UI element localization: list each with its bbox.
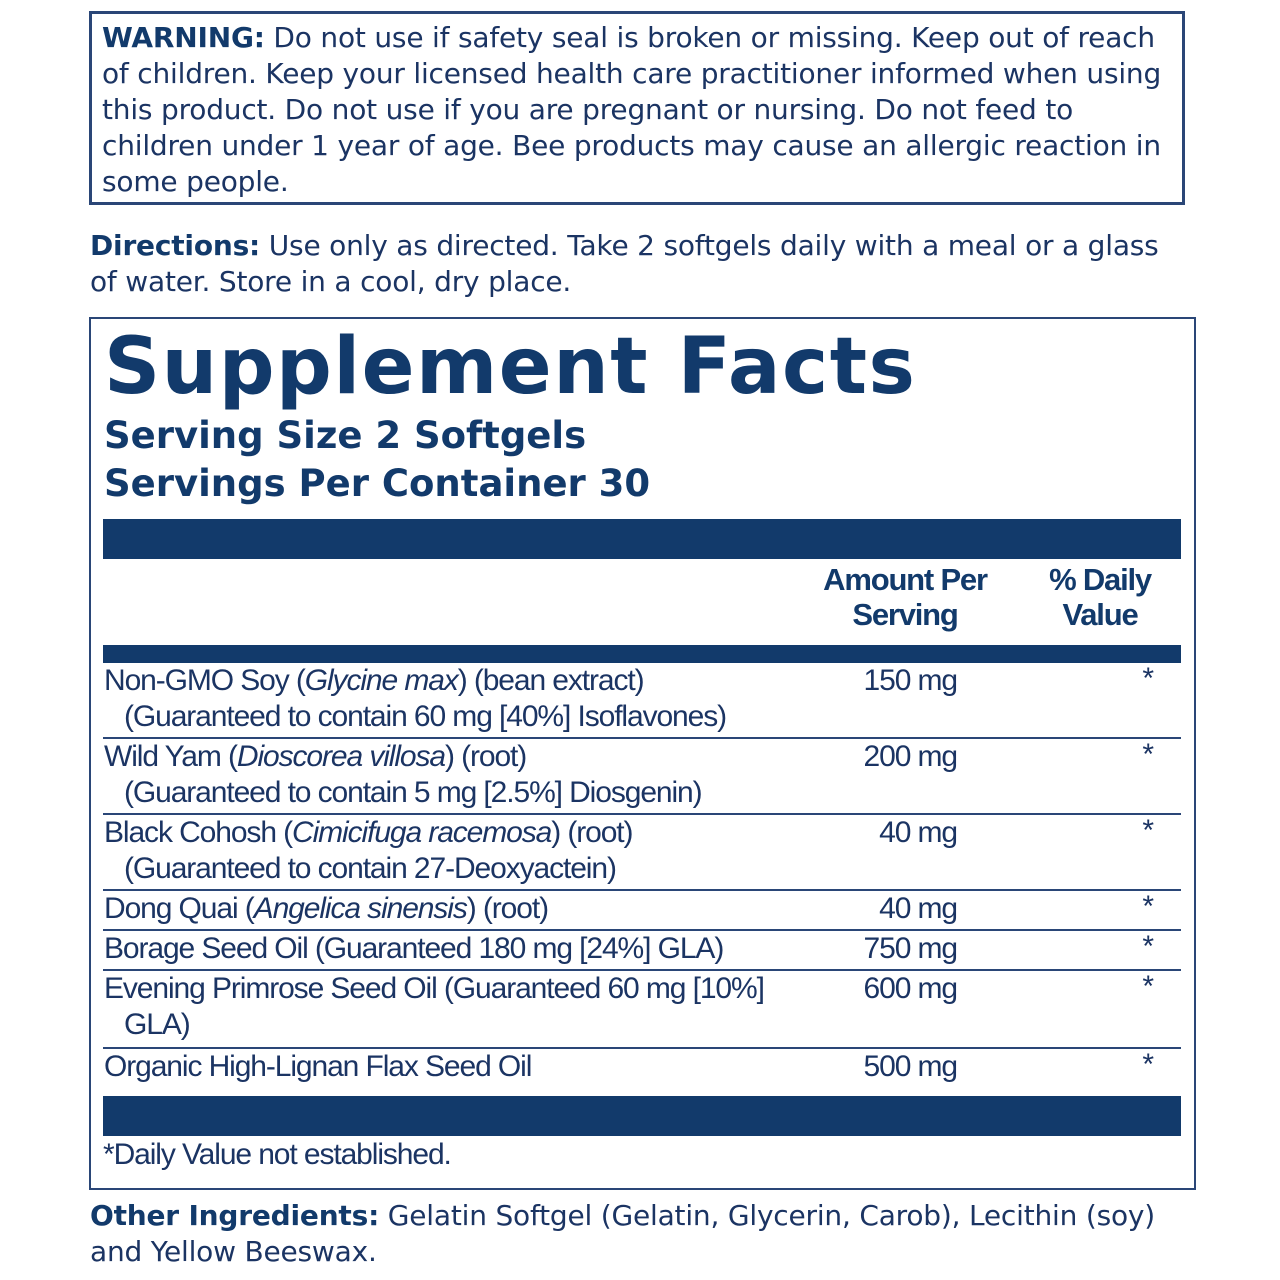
footnote: *Daily Value not established. xyxy=(103,1138,452,1171)
supplement-facts-panel xyxy=(89,317,1196,1190)
directions: Directions: Use only as directed. Take 2… xyxy=(90,228,1190,300)
servings-per-container: Servings Per Container 30 xyxy=(104,462,651,505)
other-ingredients-text: Gelatin Softgel (Gelatin, Glycerin, Caro… xyxy=(90,1199,1155,1268)
warning-box: WARNING: Do not use if safety seal is br… xyxy=(89,11,1185,205)
ingredient-amount: 200 mg xyxy=(863,740,959,773)
ingredient-note: (Guaranteed to contain 27-Deoxyactein) xyxy=(124,852,617,885)
ingredient-daily-value: * xyxy=(1142,890,1154,923)
divider-bar-medium xyxy=(103,645,1181,663)
column-header-amount: Amount Per Serving xyxy=(823,562,988,632)
ingredient-name-text: Black Cohosh ( xyxy=(104,816,293,849)
other-ingredients: Other Ingredients: Gelatin Softgel (Gela… xyxy=(90,1198,1200,1270)
ingredient-name-text: Dong Quai ( xyxy=(104,892,255,925)
ingredient-amount: 500 mg xyxy=(863,1050,959,1083)
serving-size: Serving Size 2 Softgels xyxy=(104,414,587,457)
ingredient-name: Borage Seed Oil (Guaranteed 180 mg [24%]… xyxy=(104,931,804,967)
ingredient-row: Organic High-Lignan Flax Seed Oil 500 mg * xyxy=(103,1048,1181,1093)
ingredient-daily-value: * xyxy=(1142,738,1154,771)
ingredient-name: Wild Yam (Dioscorea villosa) (root) (Guar… xyxy=(104,739,804,811)
column-header-daily-value: % Daily Value xyxy=(1049,562,1152,632)
ingredient-name-text: Borage Seed Oil (Guaranteed 180 mg [24%]… xyxy=(104,932,724,965)
ingredient-daily-value: * xyxy=(1142,662,1154,695)
ingredient-name: Black Cohosh (Cimicifuga racemosa) (root… xyxy=(104,815,804,887)
ingredient-part: ) (root) xyxy=(444,740,527,773)
ingredient-name-text: Wild Yam ( xyxy=(104,740,238,773)
directions-label: Directions: xyxy=(90,229,261,262)
ingredient-daily-value: * xyxy=(1142,814,1154,847)
ingredient-name: Organic High-Lignan Flax Seed Oil xyxy=(104,1049,804,1085)
ingredient-row: Evening Primrose Seed Oil (Guaranteed 60… xyxy=(103,970,1181,1049)
ingredient-latin-name: Angelica sinensis xyxy=(253,892,468,925)
ingredient-part: ) (bean extract) xyxy=(457,664,645,697)
warning-text: Do not use if safety seal is broken or m… xyxy=(102,21,1162,198)
ingredient-name: Non-GMO Soy (Glycine max) (bean extract)… xyxy=(104,663,804,735)
ingredient-amount: 750 mg xyxy=(863,932,959,965)
directions-text: Use only as directed. Take 2 softgels da… xyxy=(90,229,1159,298)
ingredient-amount: 40 mg xyxy=(879,892,958,925)
ingredient-latin-name: Dioscorea villosa xyxy=(236,740,446,773)
ingredient-part: ) (root) xyxy=(466,892,549,925)
ingredient-amount: 40 mg xyxy=(879,816,958,849)
warning-label: WARNING: xyxy=(102,21,265,54)
ingredient-row: Wild Yam (Dioscorea villosa) (root) (Guar… xyxy=(103,738,1181,815)
ingredient-daily-value: * xyxy=(1142,970,1154,1003)
divider-bar-bottom xyxy=(103,1096,1181,1136)
ingredient-note: GLA) xyxy=(124,1008,191,1041)
other-ingredients-label: Other Ingredients: xyxy=(90,1199,380,1232)
ingredient-part: ) (root) xyxy=(551,816,633,849)
ingredient-name-text: Non-GMO Soy ( xyxy=(104,664,306,697)
ingredient-latin-name: Glycine max xyxy=(304,664,459,697)
ingredient-latin-name: Cimicifuga racemosa xyxy=(292,816,552,849)
ingredient-name-text: Organic High-Lignan Flax Seed Oil xyxy=(104,1050,532,1083)
ingredient-row: Borage Seed Oil (Guaranteed 180 mg [24%]… xyxy=(103,930,1181,971)
ingredient-name-text: Evening Primrose Seed Oil (Guaranteed 60… xyxy=(104,972,765,1005)
ingredient-row: Black Cohosh (Cimicifuga racemosa) (root… xyxy=(103,814,1181,891)
divider-bar-thick xyxy=(103,519,1181,559)
ingredient-row: Dong Quai (Angelica sinensis) (root) 40 m… xyxy=(103,890,1181,931)
ingredient-row: Non-GMO Soy (Glycine max) (bean extract)… xyxy=(103,662,1181,739)
ingredient-name: Evening Primrose Seed Oil (Guaranteed 60… xyxy=(104,971,804,1043)
ingredient-note: (Guaranteed to contain 5 mg [2.5%] Diosg… xyxy=(124,776,703,809)
facts-title: Supplement Facts xyxy=(104,322,917,412)
ingredient-daily-value: * xyxy=(1142,1048,1154,1081)
ingredient-amount: 600 mg xyxy=(863,972,959,1005)
ingredient-amount: 150 mg xyxy=(863,664,959,697)
ingredient-daily-value: * xyxy=(1142,930,1154,963)
ingredient-name: Dong Quai (Angelica sinensis) (root) xyxy=(104,891,804,927)
ingredient-note: (Guaranteed to contain 60 mg [40%] Isofl… xyxy=(124,700,727,733)
